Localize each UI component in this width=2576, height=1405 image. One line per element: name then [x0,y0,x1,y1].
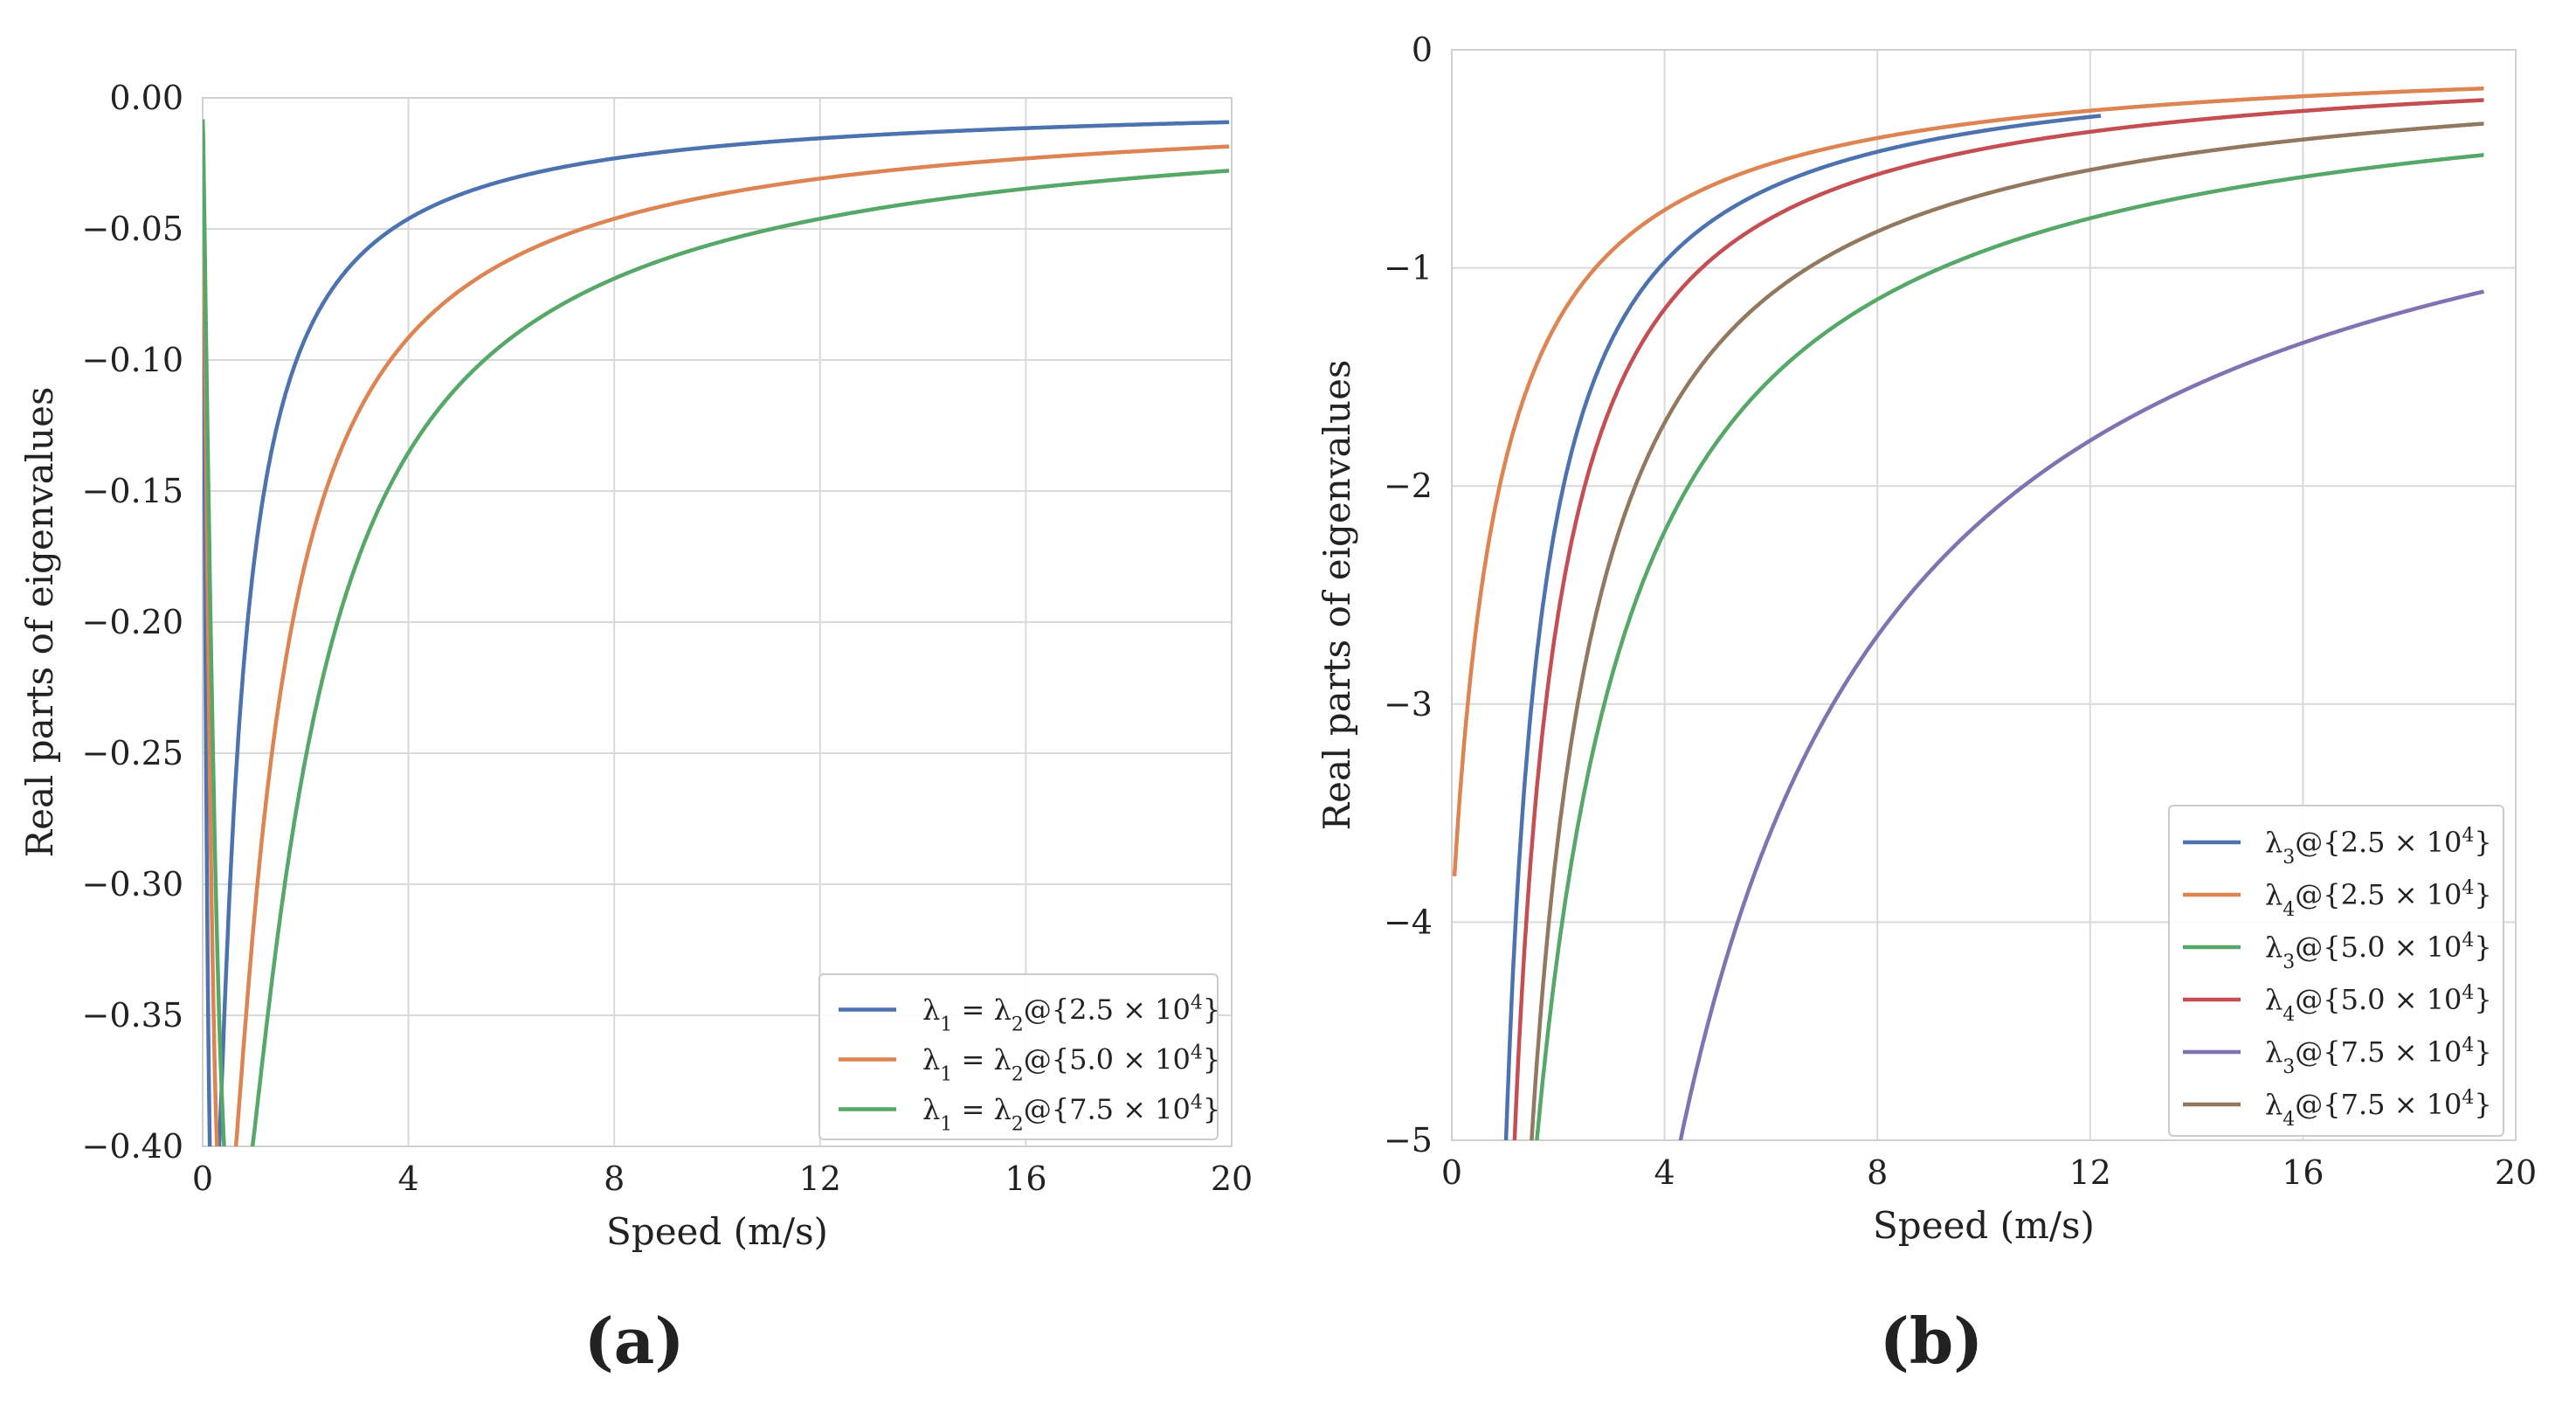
legend-label: λ3@{5.0 × 104} [2265,930,2492,973]
chart-panel-b: 0 4 8 12 16 20 0 −1 −2 −3 −4 −5 Speed (m/s) Real part… [1316,31,2537,1247]
chart-panel-a: 0 4 8 12 16 20 0.00 −0.05 −0.10 −0.15 −0.20 −0.25 −0… [18,79,1253,1253]
y-tick-label: −0.15 [82,472,183,510]
series-line [1530,121,2484,1140]
legend-label: λ4@{2.5 × 104} [2265,877,2492,921]
series-line [1503,114,2102,1140]
x-tick-label: 16 [1005,1159,1046,1198]
y-tick-label: −0.35 [82,996,183,1035]
legend-label: λ3@{7.5 × 104} [2265,1035,2492,1078]
series-line [203,119,1230,1146]
x-tick-label: 4 [1654,1153,1675,1192]
x-tick-label: 8 [604,1159,625,1198]
legend-box [2168,805,2504,1137]
x-axis-label: Speed (m/s) [1873,1204,2095,1247]
x-tick-label: 16 [2282,1153,2324,1192]
x-axis-label: Speed (m/s) [606,1210,828,1253]
y-tick-label: 0.00 [109,79,183,117]
x-tick-label: 12 [799,1159,841,1198]
panel-label-b: (b) [1880,1304,1983,1378]
y-tick-label: −4 [1384,903,1433,941]
series-line [1535,153,2484,1140]
legend-label: λ1 = λ2@{2.5 × 104} [922,992,1220,1035]
series-line [1512,98,2484,1140]
x-tick-label: 8 [1867,1153,1888,1192]
y-tick-label: −2 [1384,467,1433,505]
x-tick-label: 0 [192,1159,213,1198]
legend-label: λ1 = λ2@{5.0 × 104} [922,1042,1220,1085]
x-tick-label: 20 [2495,1153,2537,1192]
legend-box [818,973,1219,1140]
y-tick-label: −0.40 [82,1127,183,1166]
x-tick-label: 12 [2069,1153,2111,1192]
y-tick-label: −1 [1384,249,1433,287]
panel-label-a: (a) [584,1304,685,1378]
y-tick-label: −0.30 [82,865,183,903]
y-axis-label: Real parts of eigenvalues [1316,359,1358,830]
x-tick-label: 4 [398,1159,419,1198]
legend-label: λ3@{2.5 × 104} [2265,825,2492,869]
y-tick-label: −0.05 [82,210,183,248]
series-line [1678,289,2485,1140]
y-tick-label: −0.20 [82,603,183,641]
y-tick-label: 0 [1412,31,1433,69]
legend-label: λ1 = λ2@{7.5 × 104} [922,1091,1220,1135]
series-line [1452,87,2484,877]
legend-label: λ4@{7.5 × 104} [2265,1087,2492,1131]
y-axis-label: Real parts of eigenvalues [18,386,61,857]
x-tick-label: 0 [1441,1153,1462,1192]
series-line [203,119,1230,1146]
y-tick-label: −3 [1384,685,1433,723]
plot-frame [1451,49,2517,1141]
x-tick-label: 20 [1211,1159,1253,1198]
series-line [203,119,1230,1146]
y-tick-label: −0.25 [82,734,183,772]
y-tick-label: −0.10 [82,341,183,379]
y-tick-label: −5 [1384,1121,1433,1159]
plot-frame [202,97,1233,1147]
legend-label: λ4@{5.0 × 104} [2265,982,2492,1026]
